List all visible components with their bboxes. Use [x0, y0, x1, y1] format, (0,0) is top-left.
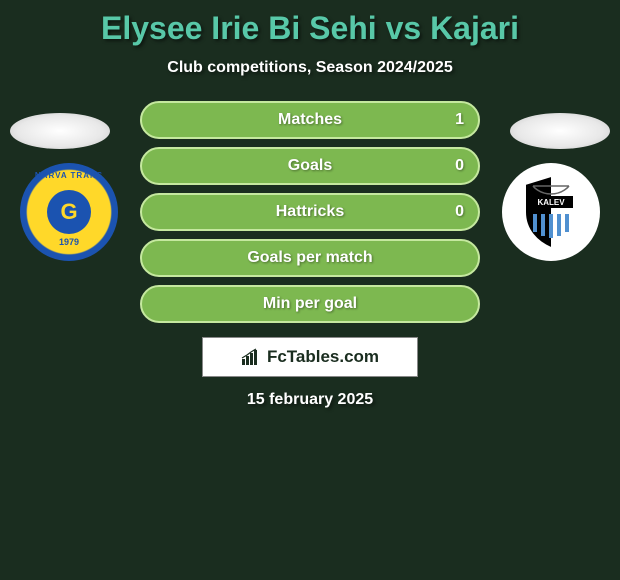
stat-row-min-per-goal: Min per goal: [140, 285, 480, 323]
badge-letter: G: [47, 190, 91, 234]
chart-icon: [241, 348, 261, 366]
svg-text:KALEV: KALEV: [537, 198, 565, 207]
page-title: Elysee Irie Bi Sehi vs Kajari: [0, 0, 620, 47]
stat-row-matches: Matches 1: [140, 101, 480, 139]
badge-text-top: NARVA TRANS: [35, 171, 103, 180]
stat-row-hattricks: Hattricks 0: [140, 193, 480, 231]
stat-label: Goals per match: [247, 249, 372, 267]
stat-label: Matches: [278, 111, 342, 129]
stat-value: 1: [455, 111, 464, 129]
stat-value: 0: [455, 157, 464, 175]
player-photo-right: [510, 113, 610, 149]
stat-row-goals: Goals 0: [140, 147, 480, 185]
stat-label: Min per goal: [263, 295, 357, 313]
stat-label: Hattricks: [276, 203, 344, 221]
player-photo-left: [10, 113, 110, 149]
shield-icon: KALEV: [519, 174, 583, 250]
stat-label: Goals: [288, 157, 332, 175]
brand-box: FcTables.com: [202, 337, 418, 377]
club-badge-left: NARVA TRANS G 1979: [20, 163, 118, 261]
stats-list: Matches 1 Goals 0 Hattricks 0 Goals per …: [140, 101, 480, 323]
club-badge-right: KALEV: [502, 163, 600, 261]
brand-inner: FcTables.com: [241, 347, 379, 367]
date-text: 15 february 2025: [0, 391, 620, 409]
subtitle: Club competitions, Season 2024/2025: [0, 59, 620, 77]
stat-row-goals-per-match: Goals per match: [140, 239, 480, 277]
stat-value: 0: [455, 203, 464, 221]
content-area: NARVA TRANS G 1979 KALEV Matches 1 Goals…: [0, 101, 620, 409]
brand-text: FcTables.com: [267, 347, 379, 367]
badge-year: 1979: [59, 237, 79, 247]
